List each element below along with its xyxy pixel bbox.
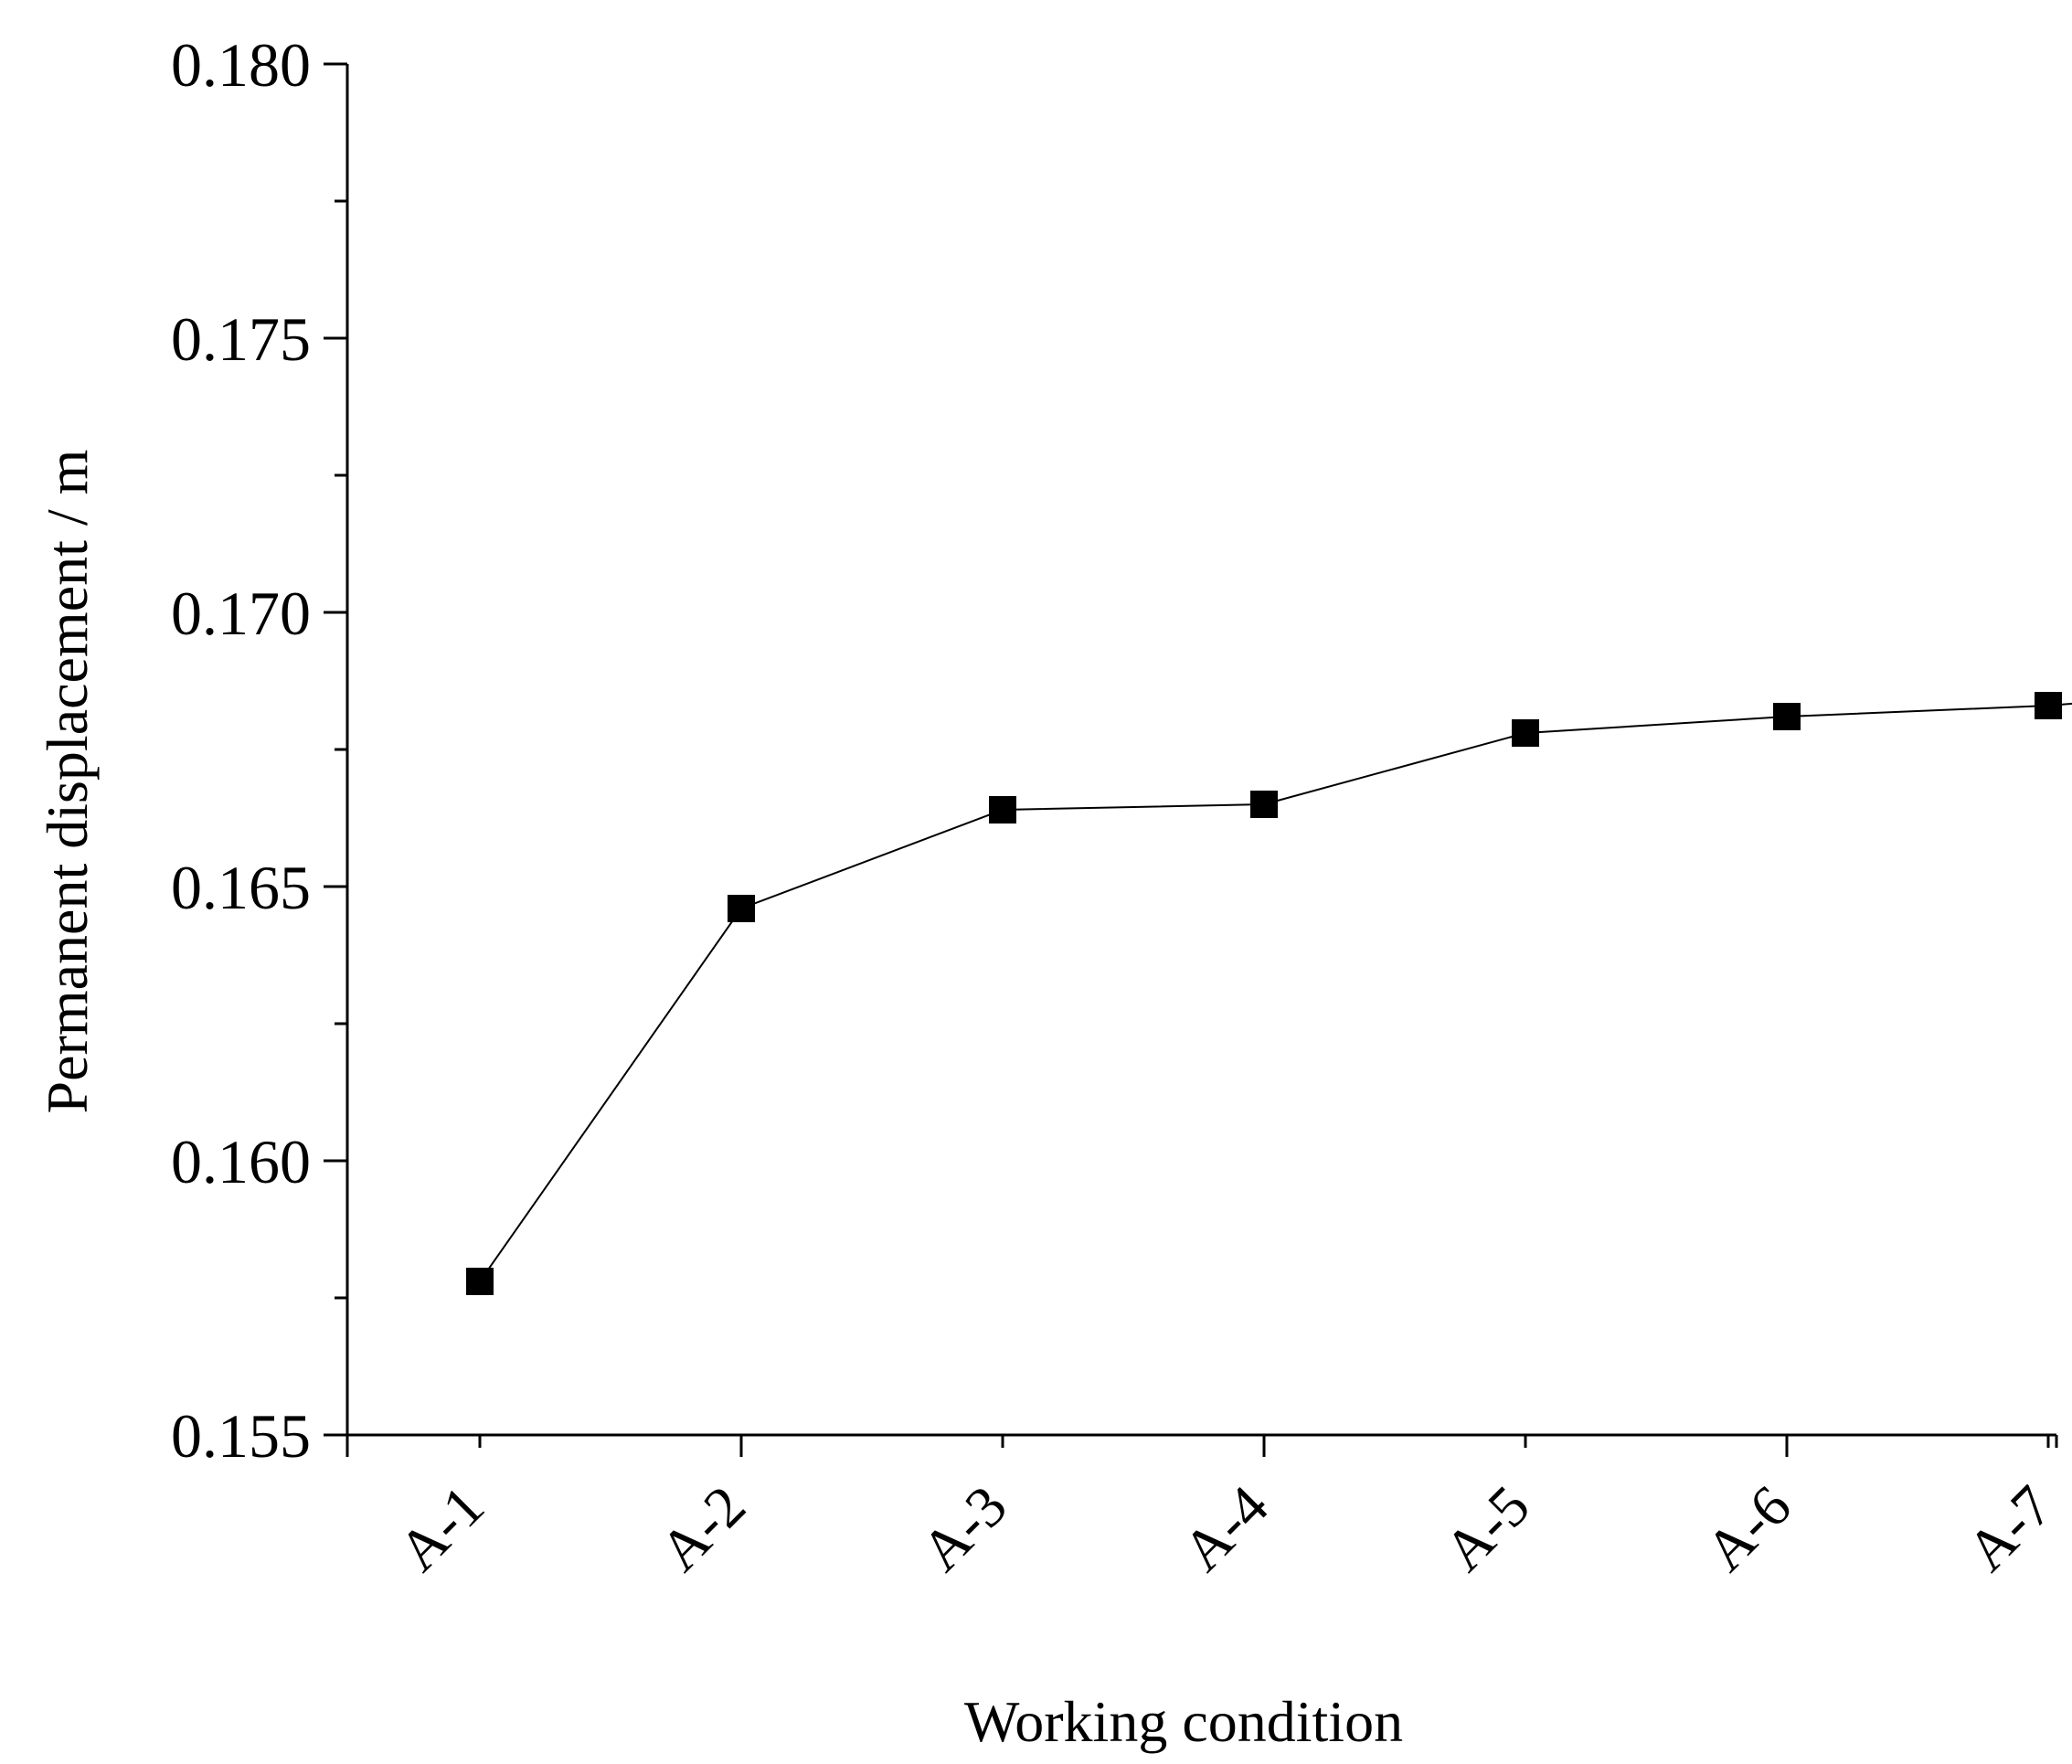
x-tick-label: A-5 (1431, 1473, 1542, 1584)
x-tick-label: A-1 (386, 1473, 496, 1584)
data-point-marker (2035, 692, 2062, 719)
x-tick-label: A-4 (1170, 1473, 1280, 1584)
x-tick-label: A-6 (1693, 1473, 1803, 1584)
y-tick-label: 0.170 (171, 579, 311, 648)
series-line (479, 702, 2072, 1282)
y-axis-title: Permanent displacement / m (35, 450, 100, 1114)
y-tick-label: 0.160 (171, 1127, 311, 1196)
y-tick-label: 0.155 (171, 1401, 311, 1471)
data-point-marker (466, 1268, 494, 1295)
x-tick-label: A-3 (908, 1473, 1019, 1584)
ticks: 0.155 0.160 0.165 0.170 0.175 0.180 A-1 A-2 A-3 A… (171, 30, 2065, 1584)
x-tick-label: A-2 (647, 1473, 758, 1584)
y-tick-label: 0.165 (171, 853, 311, 922)
y-tick-label: 0.175 (171, 304, 311, 374)
data-point-marker (1512, 719, 1539, 747)
axes (345, 64, 2056, 1457)
series (466, 692, 2072, 1295)
y-tick-label: 0.180 (171, 30, 311, 100)
data-point-marker (1250, 791, 1278, 818)
data-point-marker (728, 895, 755, 922)
data-point-marker (989, 796, 1016, 824)
x-axis-title: Working condition (964, 1689, 1403, 1754)
x-tick-label: A-7 (1954, 1473, 2065, 1584)
data-point-marker (1773, 703, 1801, 730)
